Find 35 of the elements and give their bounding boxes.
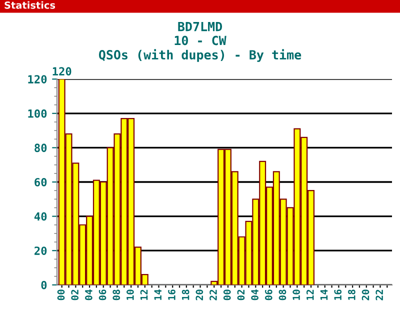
x-tick-label: 02: [71, 290, 79, 300]
y-tick-label: 100: [28, 109, 47, 118]
x-tick-label: 10: [292, 290, 300, 300]
x-tick-label: 04: [85, 290, 92, 300]
x-tick-label: 14: [320, 290, 328, 300]
x-tick-label: 22: [210, 290, 217, 300]
chart-subtitle: 10 - CW QSOs (with dupes) - By time: [98, 36, 302, 62]
x-tick-label: 12: [306, 290, 314, 300]
y-tick-label: 0: [41, 280, 47, 290]
y-tick-label: 20: [34, 246, 47, 255]
x-tick-label: 20: [196, 290, 204, 300]
x-tick-label: 00: [223, 290, 231, 300]
chart-title: BD7LMD: [178, 22, 222, 32]
x-tick-label: 18: [182, 290, 190, 300]
y-tick-label: 80: [34, 144, 47, 152]
x-tick-label: 14: [154, 290, 162, 300]
y-tick-label: 60: [34, 178, 47, 186]
x-tick-label: 20: [362, 290, 370, 300]
x-tick-label: 08: [278, 290, 286, 300]
x-tick-label: 16: [168, 290, 176, 300]
x-tick-label: 06: [98, 290, 106, 300]
x-tick-label: 12: [140, 290, 148, 300]
x-tick-label: 08: [112, 290, 120, 300]
x-tick-label: 00: [57, 290, 65, 300]
x-tick-label: 16: [334, 290, 342, 300]
x-tick-label: 06: [264, 290, 272, 300]
x-tick-label: 18: [348, 290, 356, 300]
text: Statistics: [4, 1, 56, 9]
x-tick-label: 04: [251, 290, 258, 300]
data-label: 120: [52, 67, 72, 76]
y-tick-label: 120: [28, 75, 47, 84]
x-tick-label: 22: [376, 290, 383, 300]
x-tick-label: 02: [237, 290, 245, 300]
x-tick-label: 10: [126, 290, 134, 300]
y-tick-label: 40: [34, 212, 47, 221]
